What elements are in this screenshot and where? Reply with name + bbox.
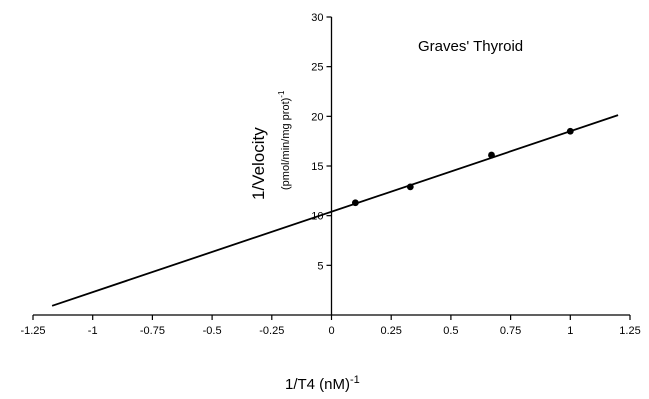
data-point	[488, 151, 495, 159]
x-axis-label-text: 1/T4 (nM)	[285, 376, 350, 393]
data-point	[406, 183, 414, 191]
x-tick-label: -1.25	[20, 325, 45, 337]
y-axis-unit-label: (pmol/min/mg prot)-1	[277, 90, 292, 190]
x-tick-label: -0.75	[140, 325, 165, 337]
x-axis-label-exponent: -1	[350, 374, 360, 386]
y-axis-unit-text: (pmol/min/mg prot)	[280, 98, 292, 190]
y-axis-unit-exponent: -1	[277, 90, 286, 98]
fit-line	[51, 114, 619, 307]
chart-annotation: Graves' Thyroid	[418, 38, 523, 55]
data-points	[351, 127, 574, 207]
data-point	[351, 199, 359, 207]
fit-line-group	[51, 114, 619, 307]
x-tick-label: -1	[88, 325, 98, 337]
y-axis-label-unit: (pmol/min/mg prot)-1	[277, 90, 292, 190]
data-point	[566, 127, 574, 135]
y-axis-label-main: 1/Velocity	[249, 127, 268, 200]
x-tick-label: 0.25	[380, 325, 401, 337]
y-tick-label: 5	[317, 260, 323, 272]
x-axis-label: 1/T4 (nM)-1	[285, 374, 360, 393]
y-tick-label: 20	[311, 111, 323, 123]
x-tick-label: -0.5	[203, 325, 222, 337]
y-tick-label: 30	[311, 12, 323, 24]
x-tick-label: 1	[567, 325, 573, 337]
x-tick-label: 0.5	[443, 325, 458, 337]
x-tick-label: 1.25	[619, 325, 640, 337]
y-tick-label: 15	[311, 161, 323, 173]
y-tick-label: 25	[311, 62, 323, 74]
x-axis-ticks: -1.25 -1 -0.75 -0.5 -0.25 0 0.25 0.5 0.75 1 1.25	[20, 315, 641, 337]
x-tick-label: 0	[328, 325, 334, 337]
x-tick-label: 0.75	[500, 325, 521, 337]
y-axis-ticks: 51015202530	[311, 12, 332, 272]
y-axis-label: 1/Velocity	[249, 127, 268, 200]
x-tick-label: -0.25	[259, 325, 284, 337]
